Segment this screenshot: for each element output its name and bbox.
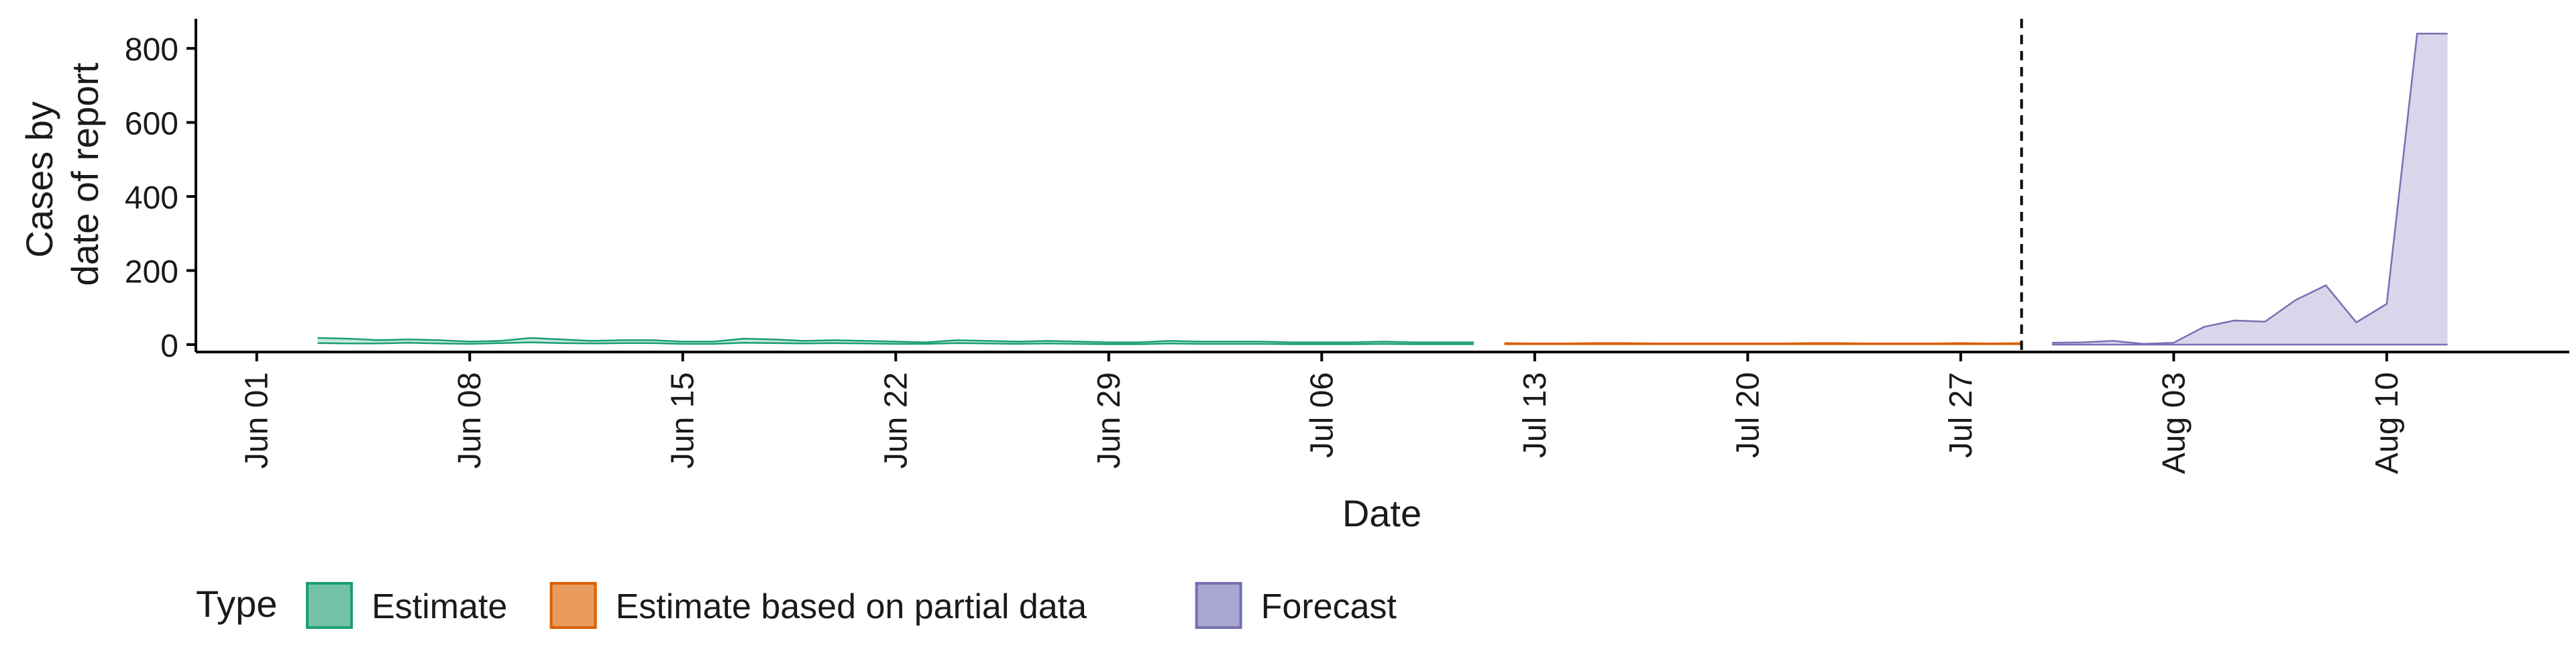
legend-title: Type [196, 583, 277, 625]
y-axis-title-line-2: date of report [64, 62, 106, 286]
x-tick-label: Jul 06 [1304, 372, 1340, 458]
legend-item-label: Forecast [1261, 587, 1397, 626]
y-axis-title-line-1: Cases by [18, 101, 60, 257]
y-tick-label: 600 [125, 107, 178, 142]
y-tick-label: 200 [125, 255, 178, 290]
x-tick-label: Jul 20 [1730, 372, 1766, 458]
y-tick-label: 800 [125, 32, 178, 68]
series-upper-line [2051, 32, 2448, 345]
y-tick-label: 0 [160, 329, 178, 364]
x-tick-label: Jun 15 [665, 372, 701, 469]
legend-swatch [1195, 582, 1242, 629]
series-bands [317, 32, 2448, 346]
x-tick-label: Aug 03 [2156, 372, 2192, 474]
x-tick-label: Jun 01 [239, 372, 275, 469]
x-tick-label: Jun 29 [1091, 372, 1127, 469]
legend-item-label: Estimate [372, 587, 507, 626]
series-lower-line [317, 341, 1474, 345]
x-tick-label: Jun 22 [878, 372, 914, 469]
legend-swatch [549, 582, 597, 629]
y-axis-title: Cases by date of report [18, 62, 106, 286]
series-band-fill [2051, 34, 2448, 345]
legend-item-label: Estimate based on partial data [616, 587, 1087, 626]
x-tick-label: Jul 13 [1517, 372, 1553, 458]
x-tick-label: Jul 27 [1943, 372, 1979, 458]
x-axis-ticks: Jun 01 Jun 08 Jun 15 Jun 22 Jun 29 Jul 06 Jul … [239, 352, 2405, 474]
y-axis-ticks: 0 200 400 600 800 [125, 32, 196, 364]
series-upper-line [317, 337, 1474, 343]
legend: Type Estimate Estimate based on partial d… [196, 582, 1397, 629]
x-axis-title: Date [1342, 492, 1421, 534]
y-tick-label: 400 [125, 180, 178, 216]
x-tick-label: Aug 10 [2369, 372, 2405, 474]
x-tick-label: Jun 08 [452, 372, 488, 469]
legend-swatch [306, 582, 353, 629]
